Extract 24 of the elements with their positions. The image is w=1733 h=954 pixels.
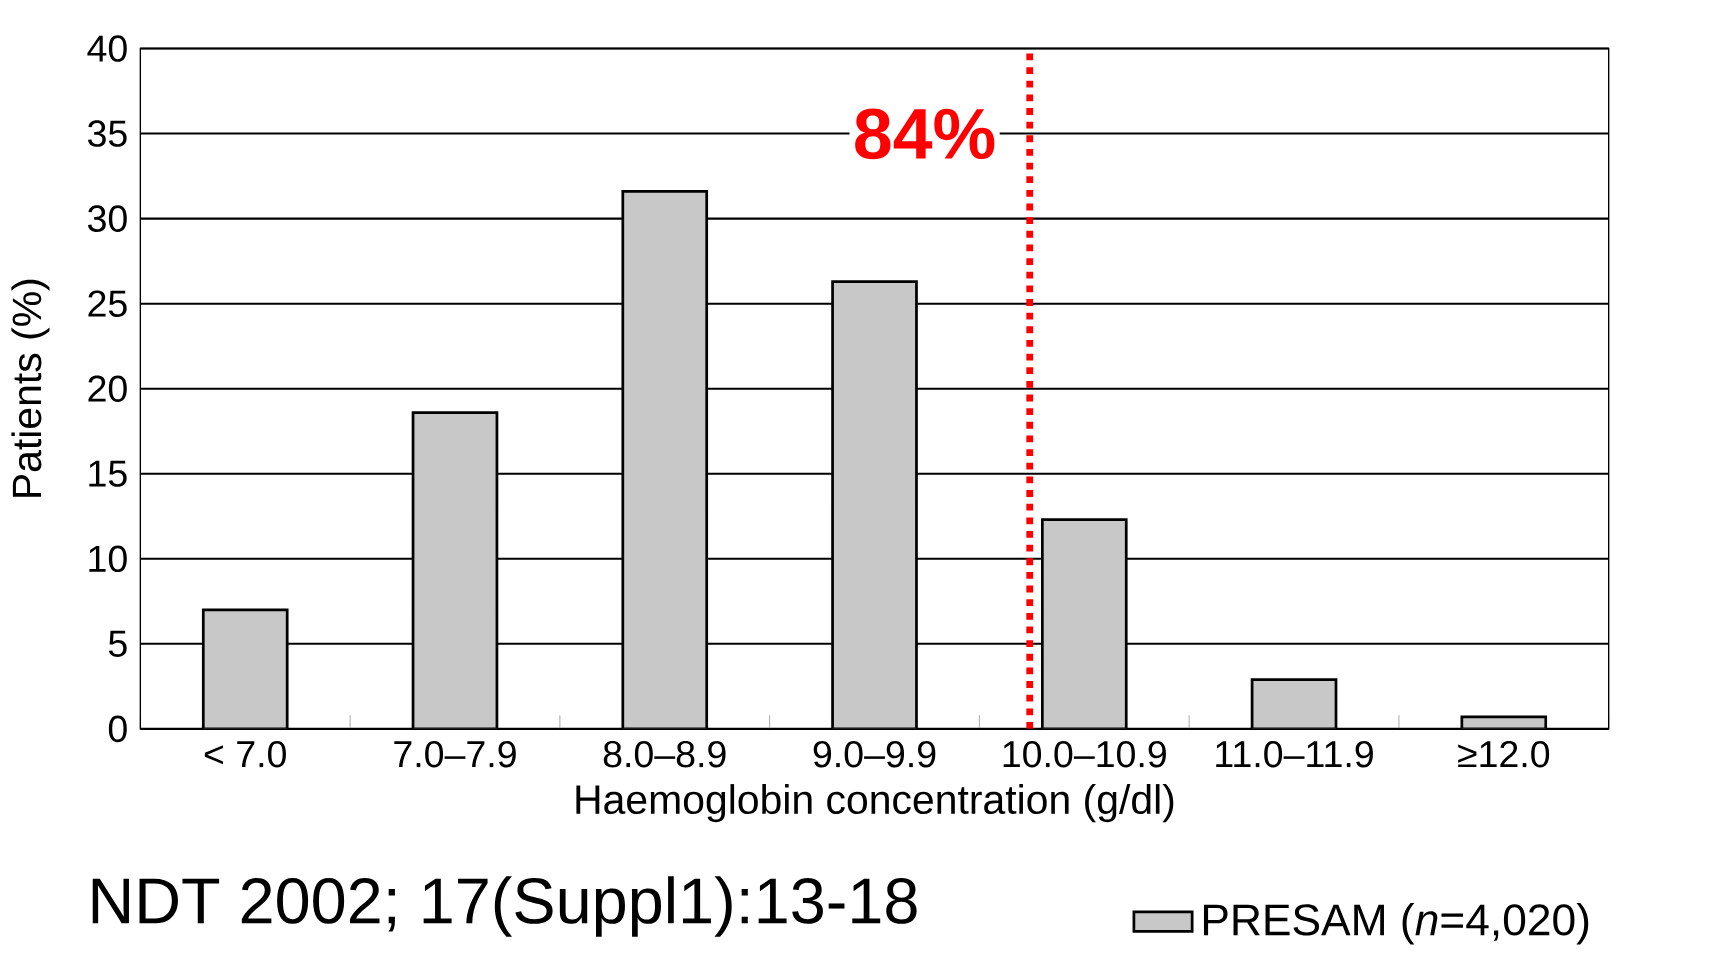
bar (411, 411, 499, 729)
x-tick-label: 9.0–9.9 (813, 740, 936, 768)
x-tick-label: 7.0–7.9 (394, 740, 516, 768)
y-tick-label: 30 (88, 205, 127, 232)
text: NDT 2002; 17(Suppl1):13-18 (92, 876, 917, 937)
bar (1250, 678, 1338, 729)
x-tick-label: 10.0–10.9 (1003, 740, 1166, 768)
x-tick-label: 8.0–8.9 (603, 740, 726, 768)
y-tick-label: 5 (108, 630, 127, 657)
y-tick-label: 20 (88, 375, 127, 403)
x-tick-label: 11.0–11.9 (1216, 740, 1373, 768)
x-tick-label: ≥12.0 (1458, 740, 1550, 768)
y-tick-label: 25 (88, 290, 127, 317)
y-tick-label: 10 (89, 545, 127, 573)
y-axis-title: Patients (%) (11, 279, 50, 497)
legend-label: PRESAM (n=4,020) (1203, 903, 1589, 945)
y-tick-label: 40 (87, 35, 127, 62)
y-tick-label: 0 (108, 715, 127, 743)
y-tick-label: 15 (89, 460, 127, 487)
bar (831, 280, 918, 729)
y-tick-label: 35 (88, 120, 127, 147)
annotation: 84% (855, 108, 995, 160)
x-tick-label: < 7.0 (204, 740, 286, 768)
x-axis-title: Haemoglobin concentration (g/dl) (576, 784, 1174, 823)
